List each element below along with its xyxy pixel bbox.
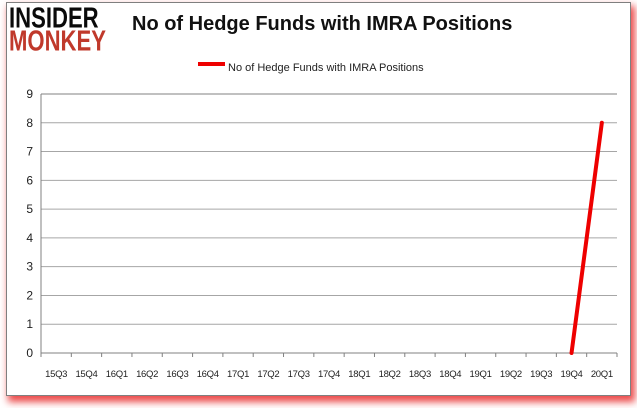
svg-text:9: 9 bbox=[26, 87, 33, 101]
svg-text:7: 7 bbox=[26, 145, 33, 159]
svg-text:18Q2: 18Q2 bbox=[379, 369, 401, 380]
svg-text:18Q3: 18Q3 bbox=[409, 369, 431, 380]
svg-text:8: 8 bbox=[26, 116, 33, 130]
svg-text:16Q3: 16Q3 bbox=[166, 369, 188, 380]
svg-text:3: 3 bbox=[26, 260, 33, 274]
svg-text:19Q4: 19Q4 bbox=[561, 369, 583, 380]
svg-text:18Q1: 18Q1 bbox=[348, 369, 370, 380]
svg-text:1: 1 bbox=[26, 317, 33, 331]
svg-text:19Q1: 19Q1 bbox=[470, 369, 492, 380]
svg-text:19Q2: 19Q2 bbox=[500, 369, 522, 380]
svg-text:18Q4: 18Q4 bbox=[439, 369, 461, 380]
svg-text:20Q1: 20Q1 bbox=[591, 369, 613, 380]
svg-text:16Q1: 16Q1 bbox=[106, 369, 128, 380]
svg-text:4: 4 bbox=[26, 231, 33, 245]
svg-text:19Q3: 19Q3 bbox=[530, 369, 552, 380]
svg-text:15Q3: 15Q3 bbox=[45, 369, 67, 380]
svg-text:16Q2: 16Q2 bbox=[136, 369, 158, 380]
svg-text:0: 0 bbox=[26, 346, 33, 360]
svg-text:17Q3: 17Q3 bbox=[288, 369, 310, 380]
svg-text:5: 5 bbox=[26, 202, 33, 216]
svg-text:6: 6 bbox=[26, 173, 33, 187]
svg-text:16Q4: 16Q4 bbox=[197, 369, 219, 380]
svg-text:17Q2: 17Q2 bbox=[257, 369, 279, 380]
svg-text:15Q4: 15Q4 bbox=[75, 369, 97, 380]
svg-text:2: 2 bbox=[26, 288, 33, 302]
svg-text:17Q1: 17Q1 bbox=[227, 369, 249, 380]
svg-text:17Q4: 17Q4 bbox=[318, 369, 340, 380]
